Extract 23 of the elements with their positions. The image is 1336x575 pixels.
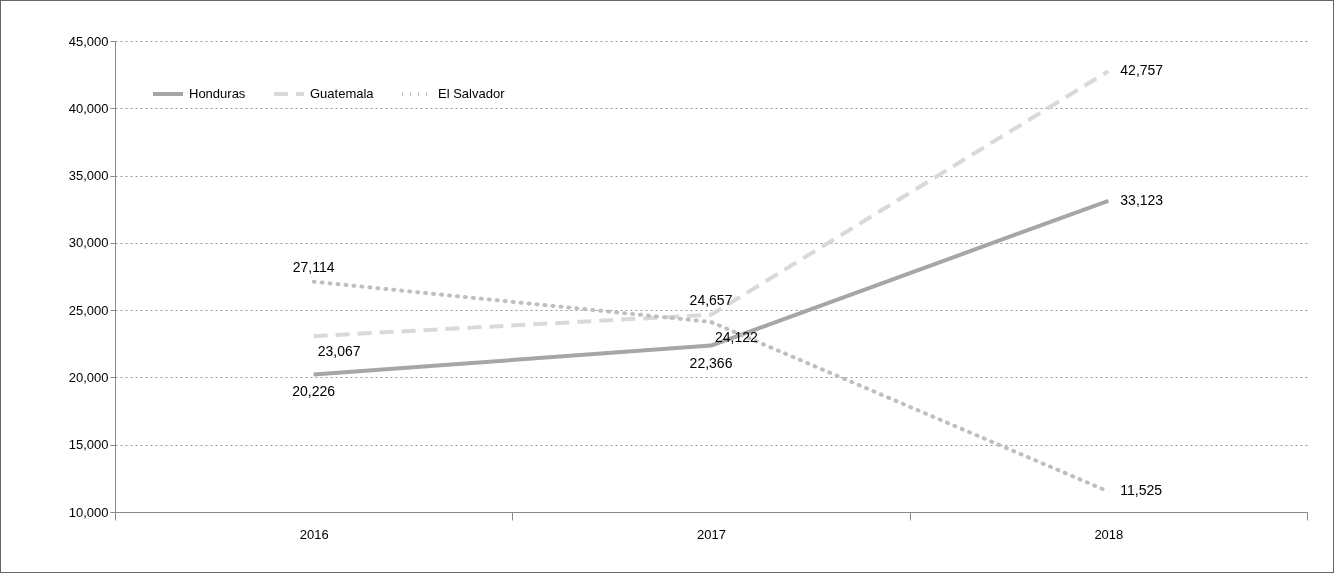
y-tick-label: 45,000	[68, 33, 109, 49]
data-label: 33,123	[1120, 191, 1164, 208]
x-tick-label: 2017	[697, 526, 726, 542]
data-label: 22,366	[689, 354, 733, 371]
y-tick-label: 10,000	[68, 504, 109, 520]
y-tick-label: 20,000	[68, 369, 109, 385]
legend-label: Guatemala	[310, 86, 375, 101]
legend-label: El Salvador	[438, 86, 506, 101]
data-label: 42,757	[1120, 62, 1164, 79]
data-label: 27,114	[292, 258, 335, 275]
legend-label: Honduras	[189, 86, 246, 101]
data-label: 20,226	[292, 383, 336, 400]
data-label: 24,657	[689, 291, 733, 308]
y-tick-label: 25,000	[68, 302, 109, 318]
y-tick-label: 40,000	[68, 100, 109, 116]
y-tick-label: 15,000	[68, 437, 109, 453]
y-tick-label: 35,000	[68, 168, 109, 184]
x-tick-label: 2018	[1094, 526, 1124, 542]
data-label: 11,525	[1120, 482, 1163, 499]
x-tick-label: 2016	[299, 526, 329, 542]
data-label: 23,067	[317, 343, 361, 360]
y-tick-label: 30,000	[68, 235, 109, 251]
data-label: 24,122	[715, 328, 759, 345]
